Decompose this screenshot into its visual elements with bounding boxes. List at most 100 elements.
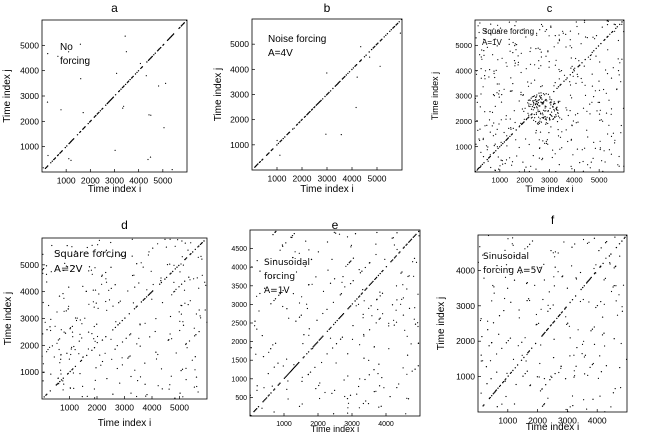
recurrence-point [290, 369, 293, 372]
recurrence-point [197, 256, 199, 258]
recurrence-point [60, 358, 62, 360]
recurrence-point [512, 83, 514, 85]
recurrence-point [105, 249, 108, 251]
recurrence-point [175, 288, 177, 290]
recurrence-point [536, 34, 538, 36]
recurrence-point [345, 74, 347, 76]
recurrence-point [526, 370, 528, 372]
recurrence-point [334, 232, 337, 234]
recurrence-point [295, 320, 297, 322]
recurrence-point [596, 110, 598, 112]
recurrence-point [590, 330, 592, 332]
recurrence-point [618, 294, 620, 296]
recurrence-point [493, 145, 495, 147]
recurrence-point [549, 113, 551, 116]
recurrence-point [554, 64, 557, 66]
recurrence-point [598, 249, 600, 252]
recurrence-point [621, 306, 623, 308]
recurrence-point [57, 377, 59, 379]
recurrence-point [46, 281, 48, 283]
recurrence-point [541, 112, 544, 114]
recurrence-point [535, 102, 537, 104]
recurrence-point [574, 295, 577, 297]
recurrence-point [370, 305, 372, 307]
recurrence-point [87, 122, 89, 125]
recurrence-point [179, 271, 181, 273]
recurrence-point [548, 61, 550, 63]
recurrence-point [538, 157, 541, 159]
recurrence-point [344, 395, 346, 398]
recurrence-point [398, 21, 400, 23]
recurrence-point [493, 122, 495, 124]
recurrence-point [132, 75, 134, 78]
recurrence-point [557, 315, 560, 318]
recurrence-point [61, 150, 63, 152]
recurrence-point [496, 406, 498, 408]
recurrence-point [256, 295, 258, 297]
recurrence-point [479, 246, 481, 248]
recurrence-point [84, 59, 87, 61]
annotation-line: A=2V [54, 264, 83, 275]
recurrence-point [90, 269, 92, 271]
recurrence-point [591, 51, 593, 54]
recurrence-point [623, 237, 625, 239]
recurrence-point [480, 77, 482, 79]
recurrence-point [615, 300, 617, 302]
recurrence-point [542, 109, 545, 111]
recurrence-point [518, 171, 520, 173]
recurrence-point [529, 63, 532, 65]
recurrence-point [374, 45, 376, 48]
recurrence-point [414, 307, 416, 309]
annotation-line: A=1V [482, 38, 502, 47]
recurrence-point [487, 146, 489, 148]
recurrence-point [509, 50, 511, 52]
recurrence-point [133, 308, 136, 310]
plot-frame [477, 234, 628, 413]
recurrence-point [619, 62, 621, 64]
recurrence-point [418, 235, 420, 237]
recurrence-point [396, 248, 398, 251]
recurrence-point [514, 45, 516, 47]
recurrence-point [498, 96, 500, 98]
recurrence-point [407, 275, 409, 278]
recurrence-point [390, 29, 392, 31]
recurrence-point [599, 109, 601, 111]
recurrence-point [364, 266, 366, 269]
recurrence-point [592, 398, 594, 400]
recurrence-point [575, 82, 577, 84]
recurrence-point [610, 135, 613, 137]
recurrence-point [351, 338, 354, 340]
recurrence-points [41, 238, 208, 399]
recurrence-point [534, 79, 536, 81]
recurrence-point [149, 156, 152, 158]
recurrence-point [553, 103, 555, 105]
recurrence-point [545, 142, 548, 144]
recurrence-point [581, 353, 583, 355]
recurrence-point [303, 356, 305, 358]
recurrence-point [509, 135, 511, 138]
recurrence-point [349, 282, 352, 285]
recurrence-point [150, 292, 152, 294]
recurrence-point [350, 260, 352, 262]
recurrence-point [535, 324, 537, 326]
recurrence-point [503, 88, 505, 90]
recurrence-point [201, 274, 203, 276]
recurrence-point [599, 148, 601, 151]
recurrence-point [510, 128, 512, 130]
recurrence-point [620, 81, 622, 83]
recurrence-point [587, 374, 589, 376]
recurrence-point [193, 278, 195, 280]
recurrence-point [501, 57, 503, 59]
recurrence-point [497, 59, 499, 61]
recurrence-point [565, 33, 567, 36]
recurrence-point [590, 54, 592, 56]
recurrence-point [569, 30, 572, 32]
recurrence-point [524, 372, 526, 375]
recurrence-point [377, 373, 379, 375]
recurrence-point [552, 106, 554, 108]
recurrence-point [607, 49, 609, 51]
recurrence-point [201, 258, 203, 260]
recurrence-point [605, 92, 607, 94]
recurrence-point [313, 345, 315, 347]
